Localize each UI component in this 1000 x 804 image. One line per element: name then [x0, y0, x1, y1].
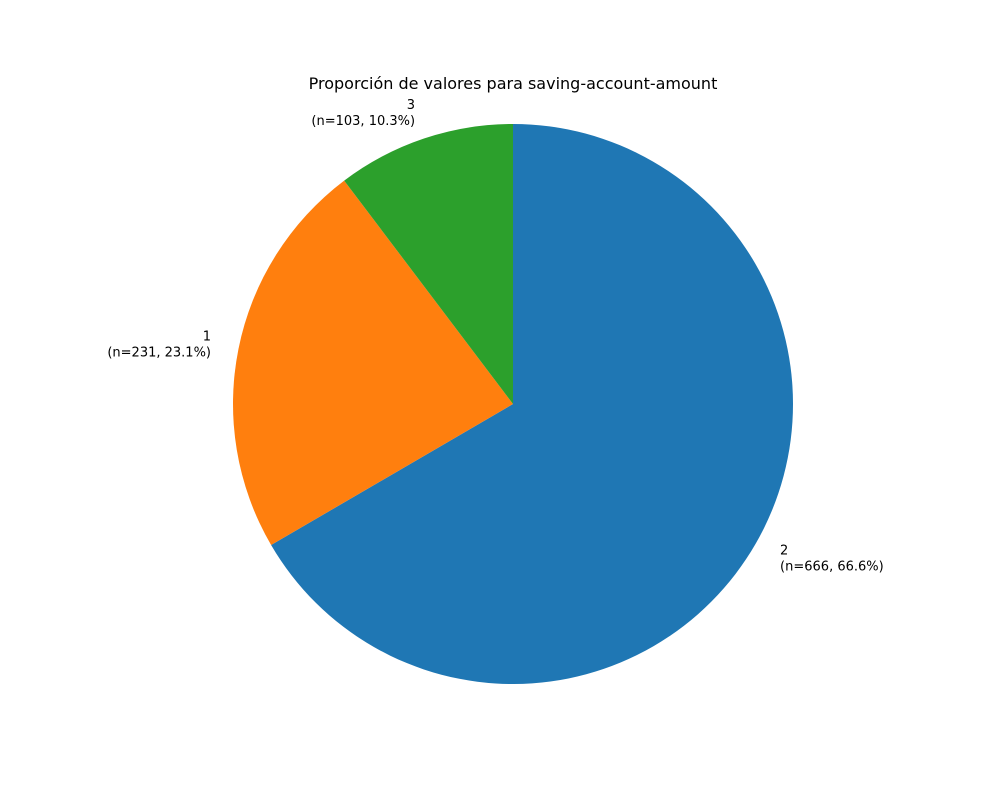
- slice-label-count-percent: (n=666, 66.6%): [780, 559, 884, 574]
- slice-label-2: 2 (n=666, 66.6%): [780, 543, 884, 574]
- pie-slices: [233, 124, 794, 684]
- slice-label-3: 3 (n=103, 10.3%): [311, 98, 415, 129]
- slice-label-category: 2: [780, 543, 788, 558]
- slice-label-category: 1: [203, 329, 211, 344]
- pie-labels: 2 (n=666, 66.6%) 1 (n=231, 23.1%) 3 (n=103, 1…: [107, 98, 883, 574]
- pie-slice-3: [344, 124, 513, 404]
- slice-label-count-percent: (n=103, 10.3%): [311, 114, 415, 129]
- slice-label-1: 1 (n=231, 23.1%): [107, 329, 211, 360]
- chart-title: Proporción de valores para saving-accoun…: [309, 74, 718, 93]
- slice-label-category: 3: [407, 98, 415, 113]
- pie-slice-1: [233, 180, 514, 546]
- pie-slice-2: [271, 124, 794, 684]
- slice-label-count-percent: (n=231, 23.1%): [107, 345, 211, 360]
